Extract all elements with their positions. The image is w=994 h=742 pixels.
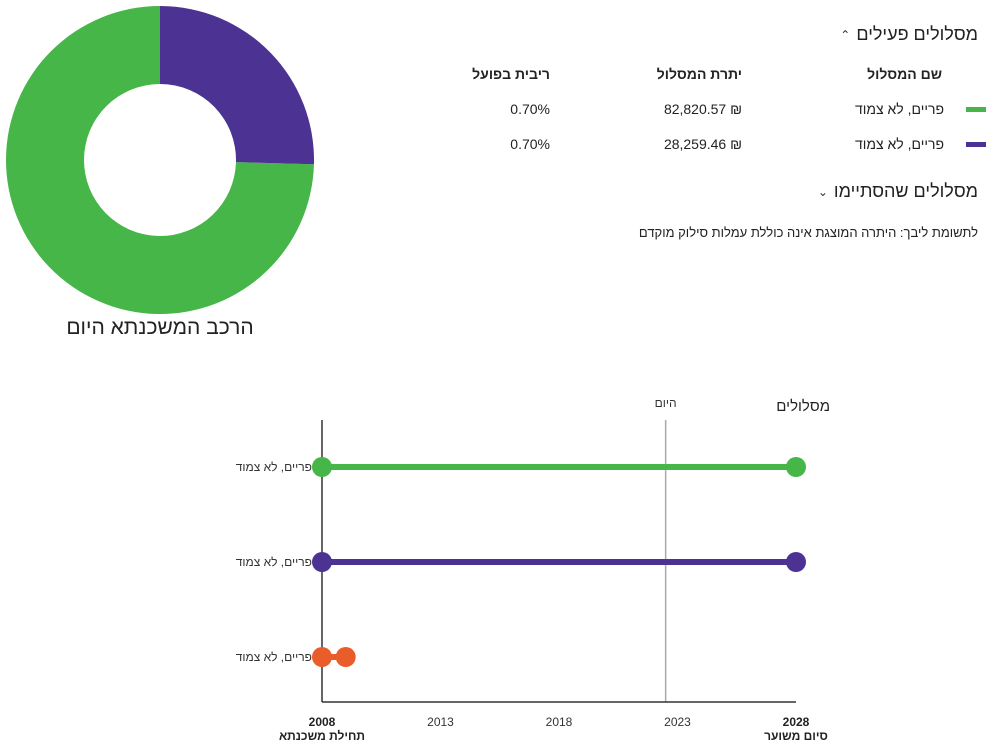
track-label-2: פריים, לא צמוד [236,555,312,569]
x-tick-sublabel-5: סיום משוער [764,729,828,742]
composition-donut-chart [5,6,314,314]
column-header-name: שם המסלול [867,66,942,82]
x-tick-sublabel-1: תחילת משכנתא [279,729,365,742]
x-tick-label-2018: 2018 [546,715,573,729]
finished-tracks-title: מסלולים שהסתיימו [833,181,978,201]
track-label-3: פריים, לא צמוד [236,650,312,664]
timeline-title: מסלולים [776,398,830,415]
table-row-1-rate: 0.70% [510,101,550,117]
composition-title: הרכב המשכנתא היום [66,316,254,339]
donut-slice-2 [160,6,314,165]
x-tick-label-2008: 2008 [309,715,336,729]
track-label-1: פריים, לא צמוד [236,460,312,474]
track-start-point-3 [312,647,332,667]
track-end-point-1 [786,457,806,477]
active-tracks-title: מסלולים פעילים [856,24,978,44]
table-row-2-name: פריים, לא צמוד [854,136,944,152]
table-row-2-rate: 0.70% [510,136,550,152]
track-start-point-2 [312,552,332,572]
early-repayment-note: לתשומת ליבך: היתרה המוצגת אינה כוללת עמל… [638,225,978,240]
active-tracks-header[interactable]: מסלולים פעילים ⌃ [840,24,978,45]
chevron-up-icon[interactable]: ⌃ [840,27,851,42]
table-row-1-balance: 82,820.57 ₪ [663,101,742,117]
table-row-2-balance: 28,259.46 ₪ [663,136,742,152]
table-row-1-name: פריים, לא צמוד [854,101,944,117]
x-tick-label-2013: 2013 [427,715,454,729]
track-end-point-2 [786,552,806,572]
track-end-point-3 [335,647,356,667]
x-tick-label-2023: 2023 [664,715,691,729]
chevron-down-icon[interactable]: ⌄ [817,184,828,199]
track-start-point-1 [312,457,332,477]
finished-tracks-header[interactable]: מסלולים שהסתיימו ⌄ [818,181,978,202]
column-header-rate: ריבית בפועל [472,66,550,82]
track-color-swatch [966,142,986,147]
x-tick-label-2028: 2028 [783,715,810,729]
track-color-swatch [966,107,986,112]
column-header-balance: יתרת המסלול [656,66,742,82]
today-label: היום [655,396,677,410]
donut-slice-1 [5,6,314,314]
